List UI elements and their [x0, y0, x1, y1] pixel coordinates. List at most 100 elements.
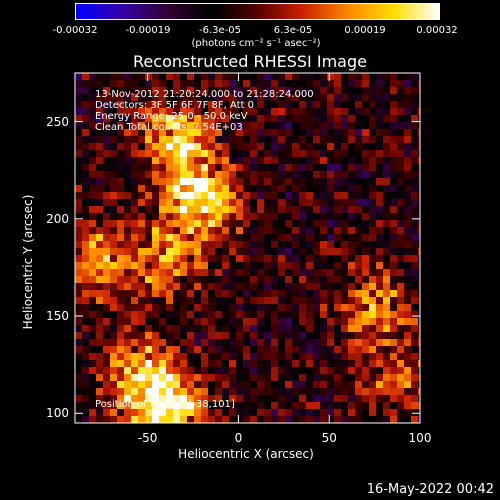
heatmap-cell [103, 129, 110, 136]
heatmap-cell [341, 311, 348, 318]
heatmap-cell [222, 157, 229, 164]
heatmap-cell [390, 318, 397, 325]
heatmap-cell [194, 311, 201, 318]
heatmap-cell [334, 248, 341, 255]
heatmap-cell [215, 388, 222, 395]
heatmap-cell [313, 136, 320, 143]
heatmap-cell [117, 297, 124, 304]
heatmap-cell [250, 416, 257, 423]
heatmap-cell [117, 143, 124, 150]
heatmap-cell [278, 262, 285, 269]
heatmap-cell [411, 178, 418, 185]
heatmap-cell [257, 213, 264, 220]
heatmap-cell [264, 276, 271, 283]
heatmap-cell [243, 395, 250, 402]
annotation-energy: Energy Range: 25.0 - 50.0 keV [95, 111, 248, 122]
heatmap-cell [313, 241, 320, 248]
heatmap-cell [264, 192, 271, 199]
heatmap-cell [369, 136, 376, 143]
heatmap-cell [292, 332, 299, 339]
heatmap-cell [222, 409, 229, 416]
heatmap-cell [110, 269, 117, 276]
heatmap-cell [278, 234, 285, 241]
heatmap-cell [327, 73, 334, 80]
heatmap-cell [131, 248, 138, 255]
heatmap-cell [320, 388, 327, 395]
heatmap-cell [278, 185, 285, 192]
heatmap-cell [110, 360, 117, 367]
heatmap-cell [341, 206, 348, 213]
heatmap-cell [383, 143, 390, 150]
heatmap-cell [110, 73, 117, 80]
heatmap-cell [362, 122, 369, 129]
heatmap-cell [271, 367, 278, 374]
heatmap-cell [152, 199, 159, 206]
heatmap-cell [404, 227, 411, 234]
heatmap-cell [96, 402, 103, 409]
heatmap-cell [131, 367, 138, 374]
heatmap-cell [334, 241, 341, 248]
heatmap-cell [397, 227, 404, 234]
heatmap-cell [299, 108, 306, 115]
heatmap-cell [271, 220, 278, 227]
colorbar-tick-label: -0.00032 [52, 25, 98, 36]
heatmap-cell [75, 374, 82, 381]
heatmap-cell [243, 206, 250, 213]
heatmap-cell [124, 185, 131, 192]
heatmap-cell [166, 409, 173, 416]
heatmap-cell [124, 248, 131, 255]
heatmap-cell [187, 108, 194, 115]
heatmap-cell [383, 80, 390, 87]
heatmap-cell [138, 164, 145, 171]
heatmap-cell [173, 206, 180, 213]
heatmap-cell [229, 213, 236, 220]
heatmap-cell [404, 164, 411, 171]
heatmap-cell [138, 115, 145, 122]
heatmap-cell [250, 276, 257, 283]
heatmap-cell [173, 374, 180, 381]
heatmap-cell [215, 143, 222, 150]
heatmap-cell [299, 248, 306, 255]
heatmap-cell [103, 325, 110, 332]
heatmap-cell [355, 374, 362, 381]
heatmap-cell [208, 381, 215, 388]
heatmap-cell [243, 297, 250, 304]
heatmap-cell [117, 171, 124, 178]
heatmap-cell [264, 178, 271, 185]
heatmap-cell [320, 73, 327, 80]
heatmap-cell [418, 108, 420, 115]
heatmap-cell [362, 262, 369, 269]
heatmap-cell [124, 374, 131, 381]
heatmap-cell [215, 136, 222, 143]
heatmap-cell [159, 269, 166, 276]
heatmap-cell [341, 150, 348, 157]
heatmap-cell [229, 255, 236, 262]
heatmap-cell [201, 80, 208, 87]
heatmap-cell [306, 346, 313, 353]
heatmap-cell [229, 150, 236, 157]
heatmap-cell [124, 269, 131, 276]
heatmap-cell [208, 304, 215, 311]
heatmap-cell [166, 157, 173, 164]
heatmap-cell [271, 157, 278, 164]
heatmap-cell [313, 346, 320, 353]
heatmap-cell [131, 262, 138, 269]
heatmap-cell [341, 129, 348, 136]
heatmap-cell [194, 171, 201, 178]
heatmap-cell [152, 276, 159, 283]
heatmap-cell [334, 332, 341, 339]
heatmap-cell [320, 381, 327, 388]
heatmap-cell [390, 360, 397, 367]
heatmap-cell [145, 143, 152, 150]
heatmap-cell [264, 150, 271, 157]
x-tick-label: 50 [321, 431, 337, 445]
heatmap-cell [320, 220, 327, 227]
heatmap-cell [383, 136, 390, 143]
heatmap-cell [299, 262, 306, 269]
heatmap-cell [117, 381, 124, 388]
heatmap-cell [362, 409, 369, 416]
heatmap-cell [208, 241, 215, 248]
heatmap-cell [313, 339, 320, 346]
heatmap-cell [243, 157, 250, 164]
heatmap-cell [264, 381, 271, 388]
